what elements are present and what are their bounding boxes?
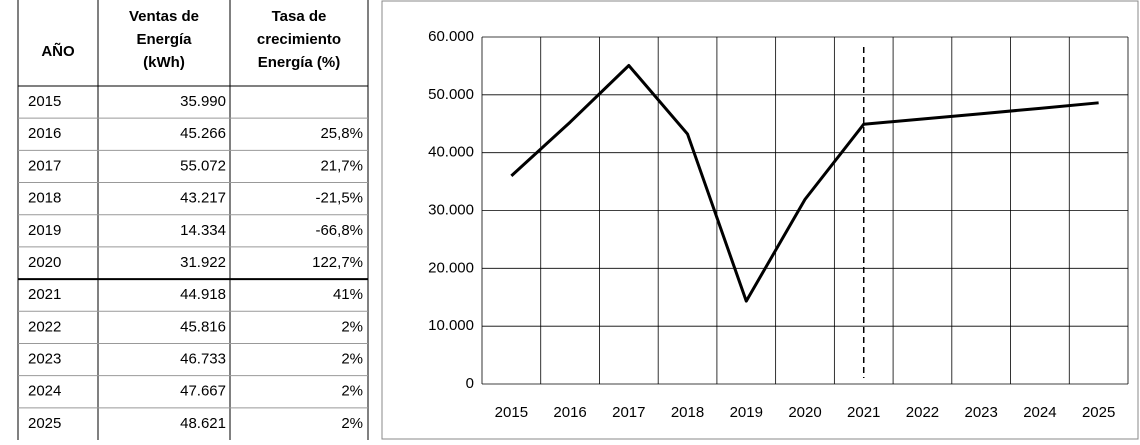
sales-cell: 55.072 bbox=[180, 157, 226, 174]
header-cell: crecimiento bbox=[257, 31, 341, 48]
y-tick-label: 0 bbox=[466, 375, 474, 392]
x-tick-label: 2022 bbox=[906, 404, 939, 421]
header-cell: Ventas de bbox=[129, 8, 199, 25]
y-tick-label: 40.000 bbox=[428, 144, 474, 161]
sales-cell: 14.334 bbox=[180, 222, 226, 239]
x-tick-label: 2018 bbox=[671, 404, 704, 421]
growth-cell: -66,8% bbox=[315, 222, 363, 239]
x-tick-label: 2015 bbox=[495, 404, 528, 421]
x-tick-label: 2016 bbox=[553, 404, 586, 421]
growth-cell: 2% bbox=[341, 318, 363, 335]
x-tick-label: 2024 bbox=[1023, 404, 1056, 421]
chart-frame bbox=[381, 0, 1139, 440]
x-tick-label: 2023 bbox=[964, 404, 997, 421]
y-tick-label: 60.000 bbox=[428, 28, 474, 45]
y-tick-label: 10.000 bbox=[428, 317, 474, 334]
header-cell: Energía (%) bbox=[258, 54, 341, 71]
growth-cell: 21,7% bbox=[320, 157, 363, 174]
year-cell: 2022 bbox=[28, 318, 61, 335]
sales-cell: 46.733 bbox=[180, 351, 226, 368]
x-tick-label: 2019 bbox=[730, 404, 763, 421]
year-cell: 2017 bbox=[28, 157, 61, 174]
growth-cell: 2% bbox=[341, 351, 363, 368]
year-cell: 2025 bbox=[28, 415, 61, 432]
growth-cell: 2% bbox=[341, 415, 363, 432]
header-cell: Tasa de bbox=[272, 8, 327, 25]
x-tick-label: 2025 bbox=[1082, 404, 1115, 421]
header-cell: Energía bbox=[136, 31, 192, 48]
header-cell: (kWh) bbox=[143, 54, 185, 71]
growth-cell: 41% bbox=[333, 286, 363, 303]
sales-cell: 35.990 bbox=[180, 93, 226, 110]
y-tick-label: 30.000 bbox=[428, 201, 474, 218]
x-tick-label: 2021 bbox=[847, 404, 880, 421]
growth-cell: 25,8% bbox=[320, 125, 363, 142]
year-cell: 2018 bbox=[28, 190, 61, 207]
year-cell: 2023 bbox=[28, 351, 61, 368]
growth-cell: 2% bbox=[341, 383, 363, 400]
x-tick-label: 2020 bbox=[788, 404, 821, 421]
sales-cell: 47.667 bbox=[180, 383, 226, 400]
y-tick-label: 20.000 bbox=[428, 259, 474, 276]
year-cell: 2021 bbox=[28, 286, 61, 303]
year-cell: 2019 bbox=[28, 222, 61, 239]
y-tick-label: 50.000 bbox=[428, 86, 474, 103]
sales-cell: 48.621 bbox=[180, 415, 226, 432]
sales-cell: 31.922 bbox=[180, 254, 226, 271]
sales-cell: 43.217 bbox=[180, 190, 226, 207]
year-cell: 2020 bbox=[28, 254, 61, 271]
sales-cell: 44.918 bbox=[180, 286, 226, 303]
line-series bbox=[510, 64, 1099, 303]
growth-cell: 122,7% bbox=[312, 254, 363, 271]
year-cell: 2015 bbox=[28, 93, 61, 110]
header-cell: AÑO bbox=[41, 42, 75, 60]
year-cell: 2024 bbox=[28, 383, 61, 400]
x-tick-label: 2017 bbox=[612, 404, 645, 421]
growth-cell: -21,5% bbox=[315, 190, 363, 207]
sales-cell: 45.816 bbox=[180, 318, 226, 335]
year-cell: 2016 bbox=[28, 125, 61, 142]
sales-cell: 45.266 bbox=[180, 125, 226, 142]
